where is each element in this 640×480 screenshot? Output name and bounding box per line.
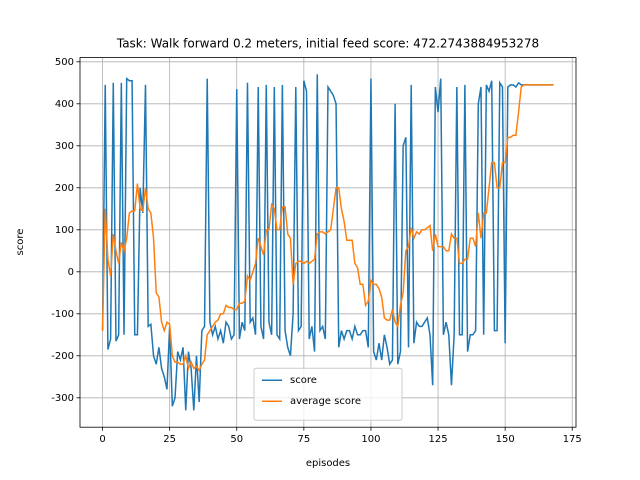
legend-box bbox=[253, 367, 403, 421]
chart-title: Task: Walk forward 0.2 meters, initial f… bbox=[116, 37, 539, 51]
x-tick-label: 25 bbox=[163, 434, 176, 445]
legend-label: score bbox=[290, 375, 317, 386]
y-tick-label: 400 bbox=[55, 99, 74, 110]
x-tick-label: 125 bbox=[428, 434, 447, 445]
y-tick-label: 300 bbox=[55, 141, 74, 152]
y-tick-label: -200 bbox=[51, 351, 74, 362]
x-tick-label: 175 bbox=[563, 434, 582, 445]
x-tick-label: 150 bbox=[496, 434, 515, 445]
y-axis-label: score bbox=[15, 229, 26, 256]
plot-frame bbox=[79, 57, 577, 428]
series-line bbox=[101, 74, 554, 411]
y-tick-label: 100 bbox=[55, 225, 74, 236]
y-tick-label: 0 bbox=[68, 267, 74, 278]
y-tick-label: -100 bbox=[51, 309, 74, 320]
y-tick-label: 500 bbox=[55, 57, 74, 68]
legend-label: average score bbox=[290, 396, 361, 407]
x-tick-label: 50 bbox=[230, 434, 243, 445]
x-tick-label: 0 bbox=[99, 434, 105, 445]
series-line bbox=[101, 84, 554, 373]
x-axis-label: episodes bbox=[306, 458, 350, 469]
x-tick-label: 100 bbox=[361, 434, 380, 445]
y-tick-label: 200 bbox=[55, 183, 74, 194]
x-tick-label: 75 bbox=[297, 434, 310, 445]
y-tick-label: -300 bbox=[51, 393, 74, 404]
legend: score average score bbox=[253, 367, 403, 421]
